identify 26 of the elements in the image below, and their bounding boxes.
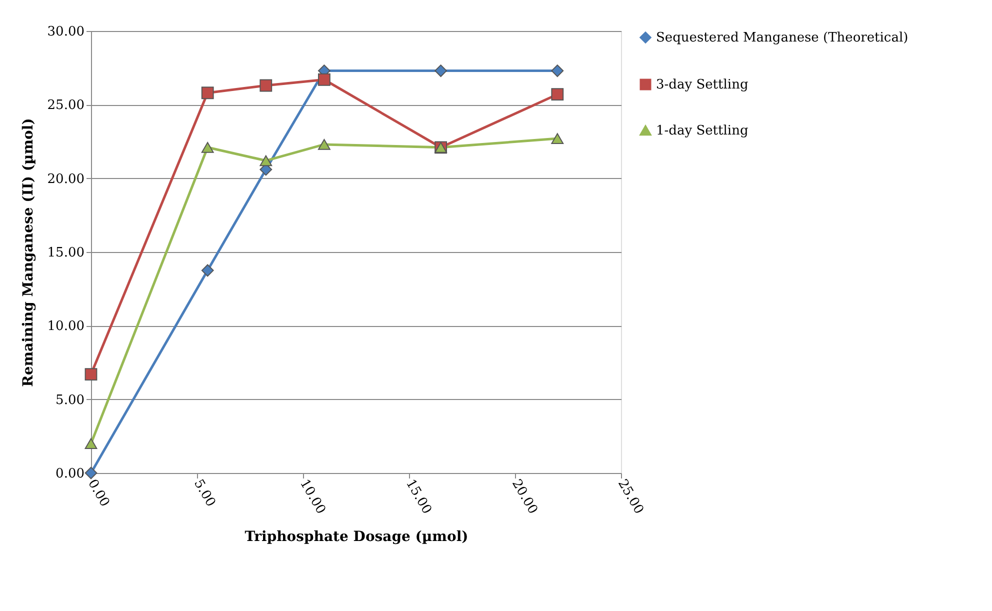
point: [201, 264, 214, 277]
x-axis-title: Triphosphate Dosage (µmol): [244, 529, 468, 546]
legend-label: 1-day Settling: [656, 124, 748, 138]
y-tick-label: 30.00: [47, 24, 84, 40]
point: [551, 88, 564, 101]
y-tick-label: 10.00: [47, 319, 84, 334]
point: [84, 438, 98, 449]
point: [201, 142, 214, 153]
y-tick-label: 5.00: [56, 392, 84, 408]
point: [434, 64, 447, 77]
point: [260, 155, 272, 166]
y-axis-title: Remaining Manganese (II) (µmol): [20, 118, 36, 387]
y-tick-label: 15.00: [47, 246, 84, 260]
point: [84, 368, 98, 380]
point: [84, 466, 98, 480]
legend-label: 3-day Settling: [656, 78, 748, 92]
point: [551, 64, 564, 77]
point: [318, 139, 330, 150]
point: [551, 133, 564, 144]
point: [260, 79, 272, 92]
y-tick-label: 20.00: [47, 172, 84, 187]
legend-label: Sequestered Manganese (Theoretical): [656, 30, 908, 46]
point: [318, 73, 330, 86]
y-tick-label: 25.00: [47, 98, 84, 114]
point: [201, 86, 214, 100]
y-tick-label: 0.00: [56, 466, 84, 482]
